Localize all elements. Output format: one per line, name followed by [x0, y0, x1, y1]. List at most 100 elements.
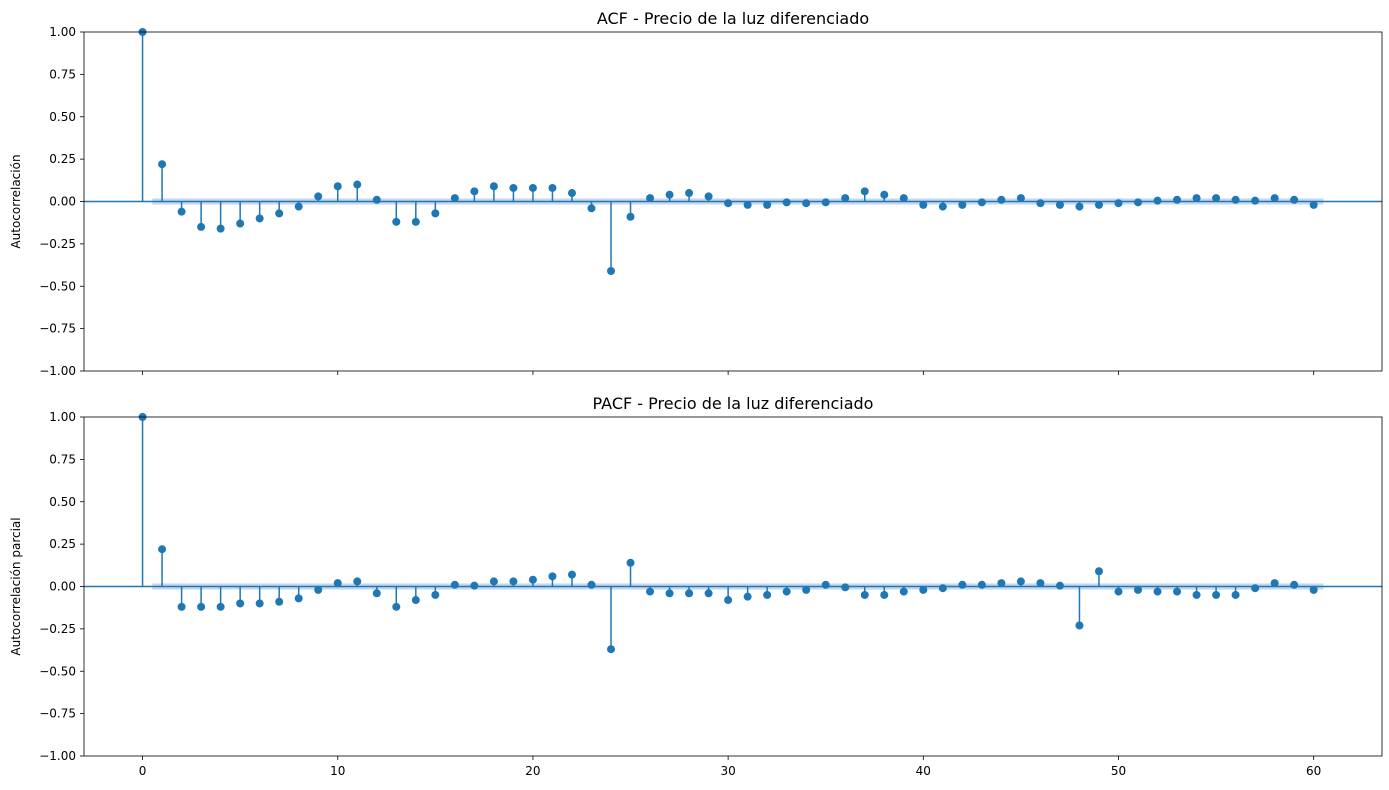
pacf-point-lag-14: [411, 596, 420, 605]
acf-point-lag-30: [724, 199, 733, 208]
pacf-point-lag-45: [1016, 577, 1025, 586]
pacf-point-lag-28: [685, 589, 694, 598]
pacf-point-lag-11: [353, 577, 362, 586]
acf-point-lag-35: [821, 198, 830, 207]
pacf-point-lag-4: [216, 602, 225, 611]
acf-point-lag-49: [1094, 200, 1103, 209]
pacf-point-lag-50: [1114, 587, 1123, 596]
pacf-point-lag-49: [1094, 567, 1103, 576]
pacf-point-lag-30: [724, 596, 733, 605]
acf-y-tick-label-7: 0.75: [49, 67, 76, 81]
pacf-point-lag-22: [567, 570, 576, 579]
acf-point-lag-45: [1016, 194, 1025, 203]
acf-y-tick-label-3: −0.25: [39, 237, 76, 251]
pacf-point-lag-10: [333, 579, 342, 588]
pacf-title: PACF - Precio de la luz diferenciado: [593, 394, 874, 413]
acf-point-lag-60: [1309, 200, 1318, 209]
acf-point-lag-25: [626, 212, 635, 221]
pacf-point-lag-47: [1055, 581, 1064, 590]
pacf-point-lag-25: [626, 558, 635, 567]
acf-point-lag-3: [197, 222, 206, 231]
pacf-point-lag-5: [236, 599, 245, 608]
pacf-point-lag-42: [958, 580, 967, 589]
acf-point-lag-57: [1251, 196, 1260, 205]
pacf-point-lag-21: [548, 572, 557, 581]
acf-point-lag-58: [1270, 194, 1279, 203]
acf-point-lag-29: [704, 192, 713, 201]
acf-point-lag-32: [763, 200, 772, 209]
acf-point-lag-6: [255, 214, 264, 223]
pacf-point-lag-57: [1251, 584, 1260, 593]
acf-point-lag-17: [470, 187, 479, 196]
pacf-y-tick-label-4: 0.00: [49, 580, 76, 594]
acf-point-lag-59: [1290, 195, 1299, 204]
pacf-y-axis-label: Autocorrelación parcial: [9, 517, 23, 655]
acf-point-lag-2: [177, 207, 186, 216]
acf-y-tick-label-5: 0.25: [49, 152, 76, 166]
pacf-point-lag-38: [880, 590, 889, 599]
acf-point-lag-38: [880, 190, 889, 199]
acf-point-lag-27: [665, 190, 674, 199]
acf-y-tick-label-4: 0.00: [49, 195, 76, 209]
pacf-y-tick-label-0: −1.00: [39, 749, 76, 763]
acf-point-lag-26: [646, 194, 655, 203]
acf-point-lag-8: [294, 202, 303, 211]
acf-point-lag-1: [158, 160, 167, 169]
pacf-point-lag-8: [294, 594, 303, 603]
pacf-point-lag-27: [665, 589, 674, 598]
acf-point-lag-42: [958, 200, 967, 209]
pacf-point-lag-19: [509, 577, 518, 586]
acf-point-lag-46: [1036, 199, 1045, 208]
pacf-point-lag-6: [255, 599, 264, 608]
pacf-point-lag-17: [470, 581, 479, 590]
pacf-x-tick-label-6: 60: [1306, 764, 1321, 778]
pacf-point-lag-15: [431, 590, 440, 599]
acf-point-lag-34: [802, 199, 811, 208]
acf-y-tick-label-2: −0.50: [39, 279, 76, 293]
acf-point-lag-24: [607, 266, 616, 275]
acf-point-lag-18: [489, 182, 498, 191]
pacf-point-lag-9: [314, 585, 323, 594]
pacf-point-lag-59: [1290, 580, 1299, 589]
acf-point-lag-55: [1212, 194, 1221, 203]
pacf-point-lag-41: [938, 584, 947, 593]
pacf-y-tick-label-2: −0.50: [39, 664, 76, 678]
acf-y-tick-label-0: −1.00: [39, 364, 76, 378]
acf-point-lag-20: [528, 183, 537, 192]
pacf-x-tick-label-4: 40: [916, 764, 931, 778]
pacf-y-tick-label-5: 0.25: [49, 537, 76, 551]
acf-y-tick-label-6: 0.50: [49, 110, 76, 124]
acf-point-lag-50: [1114, 199, 1123, 208]
acf-y-tick-label-1: −0.75: [39, 322, 76, 336]
acf-point-lag-28: [685, 189, 694, 198]
pacf-point-lag-35: [821, 580, 830, 589]
pacf-y-tick-label-6: 0.50: [49, 495, 76, 509]
acf-point-lag-4: [216, 224, 225, 233]
pacf-point-lag-34: [802, 585, 811, 594]
acf-point-lag-12: [372, 195, 381, 204]
pacf-x-tick-label-1: 10: [330, 764, 345, 778]
acf-point-lag-33: [782, 198, 791, 207]
pacf-panel: PACF - Precio de la luz diferenciado Aut…: [9, 394, 1383, 778]
acf-point-lag-21: [548, 183, 557, 192]
acf-point-lag-36: [841, 194, 850, 203]
pacf-point-lag-31: [743, 592, 752, 601]
pacf-point-lag-7: [275, 597, 284, 606]
pacf-x-tick-label-2: 20: [525, 764, 540, 778]
pacf-point-lag-24: [607, 645, 616, 654]
pacf-point-lag-18: [489, 577, 498, 586]
pacf-point-lag-13: [392, 602, 401, 611]
pacf-point-lag-23: [587, 580, 596, 589]
acf-point-lag-44: [997, 195, 1006, 204]
pacf-point-lag-53: [1173, 587, 1182, 596]
pacf-y-tick-label-3: −0.25: [39, 622, 76, 636]
acf-point-lag-11: [353, 180, 362, 189]
pacf-y-tick-label-8: 1.00: [49, 410, 76, 424]
acf-point-lag-40: [919, 200, 928, 209]
acf-point-lag-10: [333, 182, 342, 191]
pacf-point-lag-36: [841, 583, 850, 592]
acf-point-lag-13: [392, 217, 401, 226]
acf-panel: ACF - Precio de la luz diferenciado Auto…: [9, 9, 1383, 378]
pacf-point-lag-39: [899, 587, 908, 596]
